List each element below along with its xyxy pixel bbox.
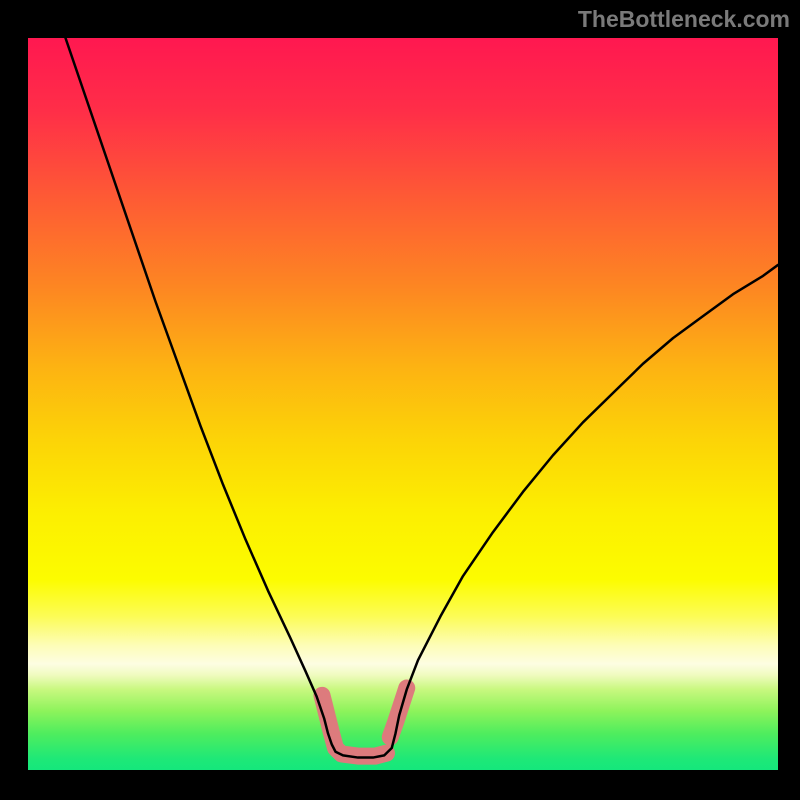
watermark-text: TheBottleneck.com [578,6,790,33]
plot-svg [28,38,778,770]
plot-area [28,38,778,770]
gradient-background [28,38,778,770]
chart-container: TheBottleneck.com [0,0,800,800]
